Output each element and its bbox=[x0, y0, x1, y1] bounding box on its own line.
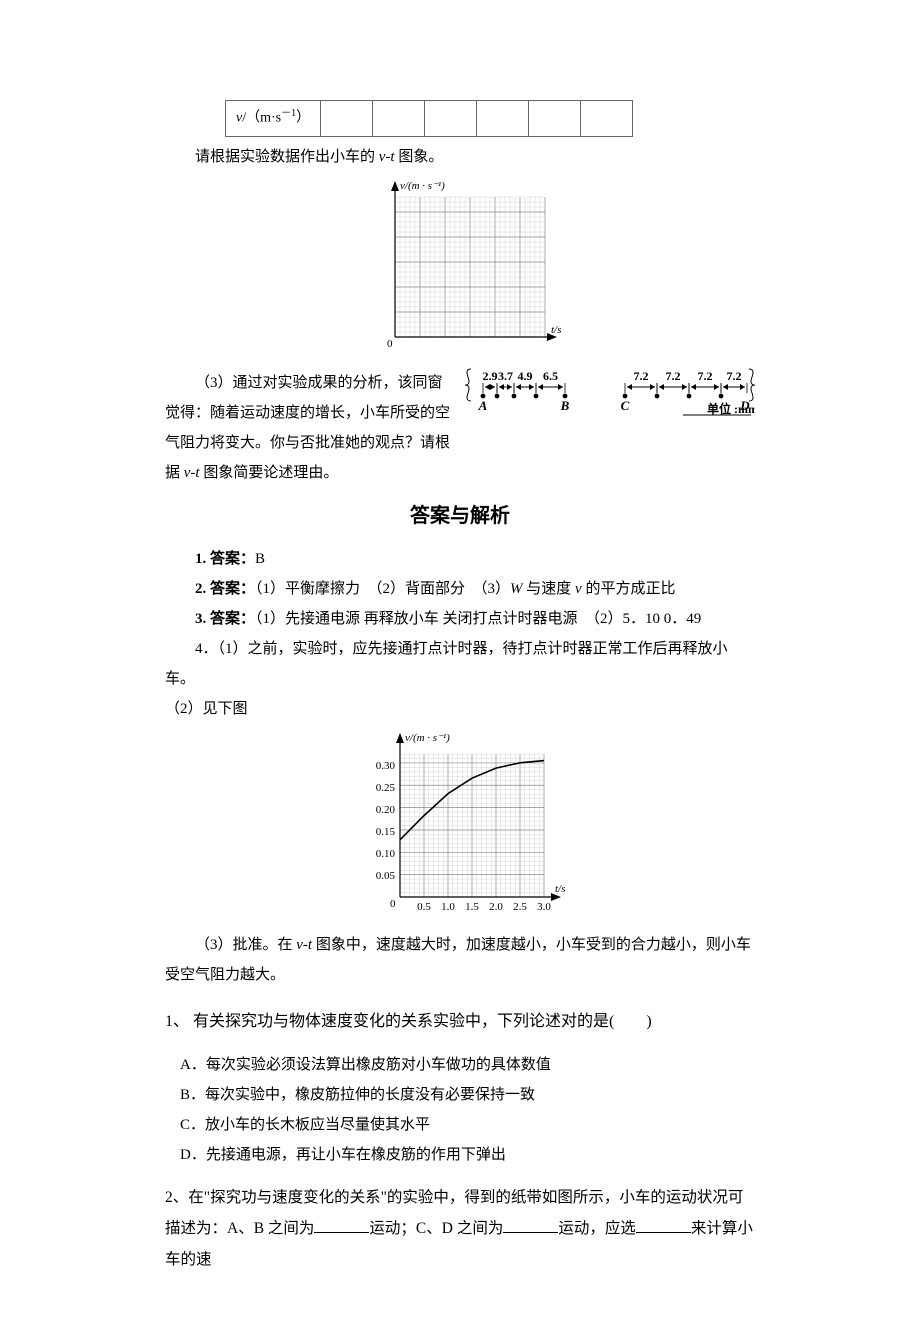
svg-text:6.5: 6.5 bbox=[543, 369, 558, 383]
y-axis-label: v/(m · s⁻¹) bbox=[400, 180, 445, 192]
instruction-line: 请根据实验数据作出小车的 v-t 图象。 bbox=[165, 142, 755, 172]
tape-ruler-figure: 2.93.74.96.57.27.27.27.2ABCD单位 :mm bbox=[465, 363, 755, 429]
q1-option-c: C．放小车的长木板应当尽量使其水平 bbox=[180, 1110, 755, 1140]
vt-result-chart: v/(m · s⁻¹) t/s 0 0.05 0.10 0.15 0.20 0.25 0.… bbox=[165, 729, 755, 925]
svg-text:4.9: 4.9 bbox=[518, 369, 533, 383]
svg-text:3.7: 3.7 bbox=[498, 369, 513, 383]
svg-text:2.0: 2.0 bbox=[489, 901, 503, 913]
fill-blank bbox=[503, 1216, 558, 1233]
table-cell bbox=[529, 101, 581, 137]
svg-text:0.10: 0.10 bbox=[376, 848, 396, 860]
svg-text:1.0: 1.0 bbox=[441, 901, 455, 913]
origin-label: 0 bbox=[390, 898, 396, 910]
q2-stem: 2、在"探究功与速度变化的关系"的实验中，得到的纸带如图所示，小车的运动状况可描… bbox=[165, 1182, 755, 1275]
fill-blank bbox=[636, 1216, 691, 1233]
svg-text:0.30: 0.30 bbox=[376, 760, 396, 772]
origin-label: 0 bbox=[387, 338, 393, 350]
chart-svg: v/(m · s⁻¹) t/s 0 bbox=[355, 177, 565, 352]
q1-option-d: D．先接通电源，再让小车在橡皮筋的作用下弹出 bbox=[180, 1140, 755, 1170]
x-axis-label: t/s bbox=[551, 324, 561, 336]
vt-blank-chart: v/(m · s⁻¹) t/s 0 bbox=[165, 177, 755, 363]
svg-text:7.2: 7.2 bbox=[727, 369, 742, 383]
svg-text:0.05: 0.05 bbox=[376, 870, 396, 882]
svg-text:0.25: 0.25 bbox=[376, 782, 396, 794]
table-cell bbox=[425, 101, 477, 137]
svg-text:2.9: 2.9 bbox=[483, 369, 498, 383]
svg-text:0.5: 0.5 bbox=[417, 901, 431, 913]
answer-3: 3. 答案：（1）先接通电源 再释放小车 关闭打点计时器电源 （2）5．10 0… bbox=[165, 604, 755, 634]
table-cell bbox=[477, 101, 529, 137]
answer-3-explain: （3）批准。在 v-t 图象中，速度越大时，加速度越小，小车受到的合力越小，则小… bbox=[165, 930, 755, 990]
svg-text:C: C bbox=[621, 398, 630, 413]
svg-text:A: A bbox=[478, 398, 488, 413]
svg-text:3.0: 3.0 bbox=[537, 901, 551, 913]
table-cell bbox=[581, 101, 633, 137]
svg-text:B: B bbox=[560, 398, 570, 413]
answers-heading: 答案与解析 bbox=[165, 496, 755, 536]
q1-option-a: A．每次实验必须设法算出橡皮筋对小车做功的具体数值 bbox=[180, 1050, 755, 1080]
answer-4-line2: （2）见下图 bbox=[165, 694, 755, 724]
answer-1: 1. 答案：B bbox=[165, 544, 755, 574]
answer-4-line1: 4．（1）之前，实验时，应先接通打点计时器，待打点计时器正常工作后再释放小车。 bbox=[165, 634, 755, 694]
svg-text:7.2: 7.2 bbox=[666, 369, 681, 383]
svg-text:7.2: 7.2 bbox=[634, 369, 649, 383]
table-header-cell: v/（m·s－1） bbox=[226, 101, 321, 137]
fill-blank bbox=[314, 1216, 369, 1233]
table-cell bbox=[373, 101, 425, 137]
answer-2: 2. 答案：（1）平衡摩擦力 （2）背面部分 （3）W 与速度 v 的平方成正比 bbox=[165, 574, 755, 604]
svg-text:7.2: 7.2 bbox=[698, 369, 713, 383]
table-cell bbox=[321, 101, 373, 137]
svg-text:0.15: 0.15 bbox=[376, 826, 396, 838]
y-axis-label: v/(m · s⁻¹) bbox=[405, 732, 450, 744]
q1-stem: 1、 有关探究功与物体速度变化的关系实验中，下列论述对的是( ) bbox=[165, 1006, 755, 1038]
x-axis-label: t/s bbox=[555, 883, 565, 895]
svg-text:1.5: 1.5 bbox=[465, 901, 479, 913]
svg-text:单位 :mm: 单位 :mm bbox=[707, 401, 755, 416]
svg-text:0.20: 0.20 bbox=[376, 804, 396, 816]
svg-text:2.5: 2.5 bbox=[513, 901, 527, 913]
q1-option-b: B．每次实验中，橡皮筋拉伸的长度没有必要保持一致 bbox=[180, 1080, 755, 1110]
velocity-table: v/（m·s－1） bbox=[225, 100, 633, 137]
